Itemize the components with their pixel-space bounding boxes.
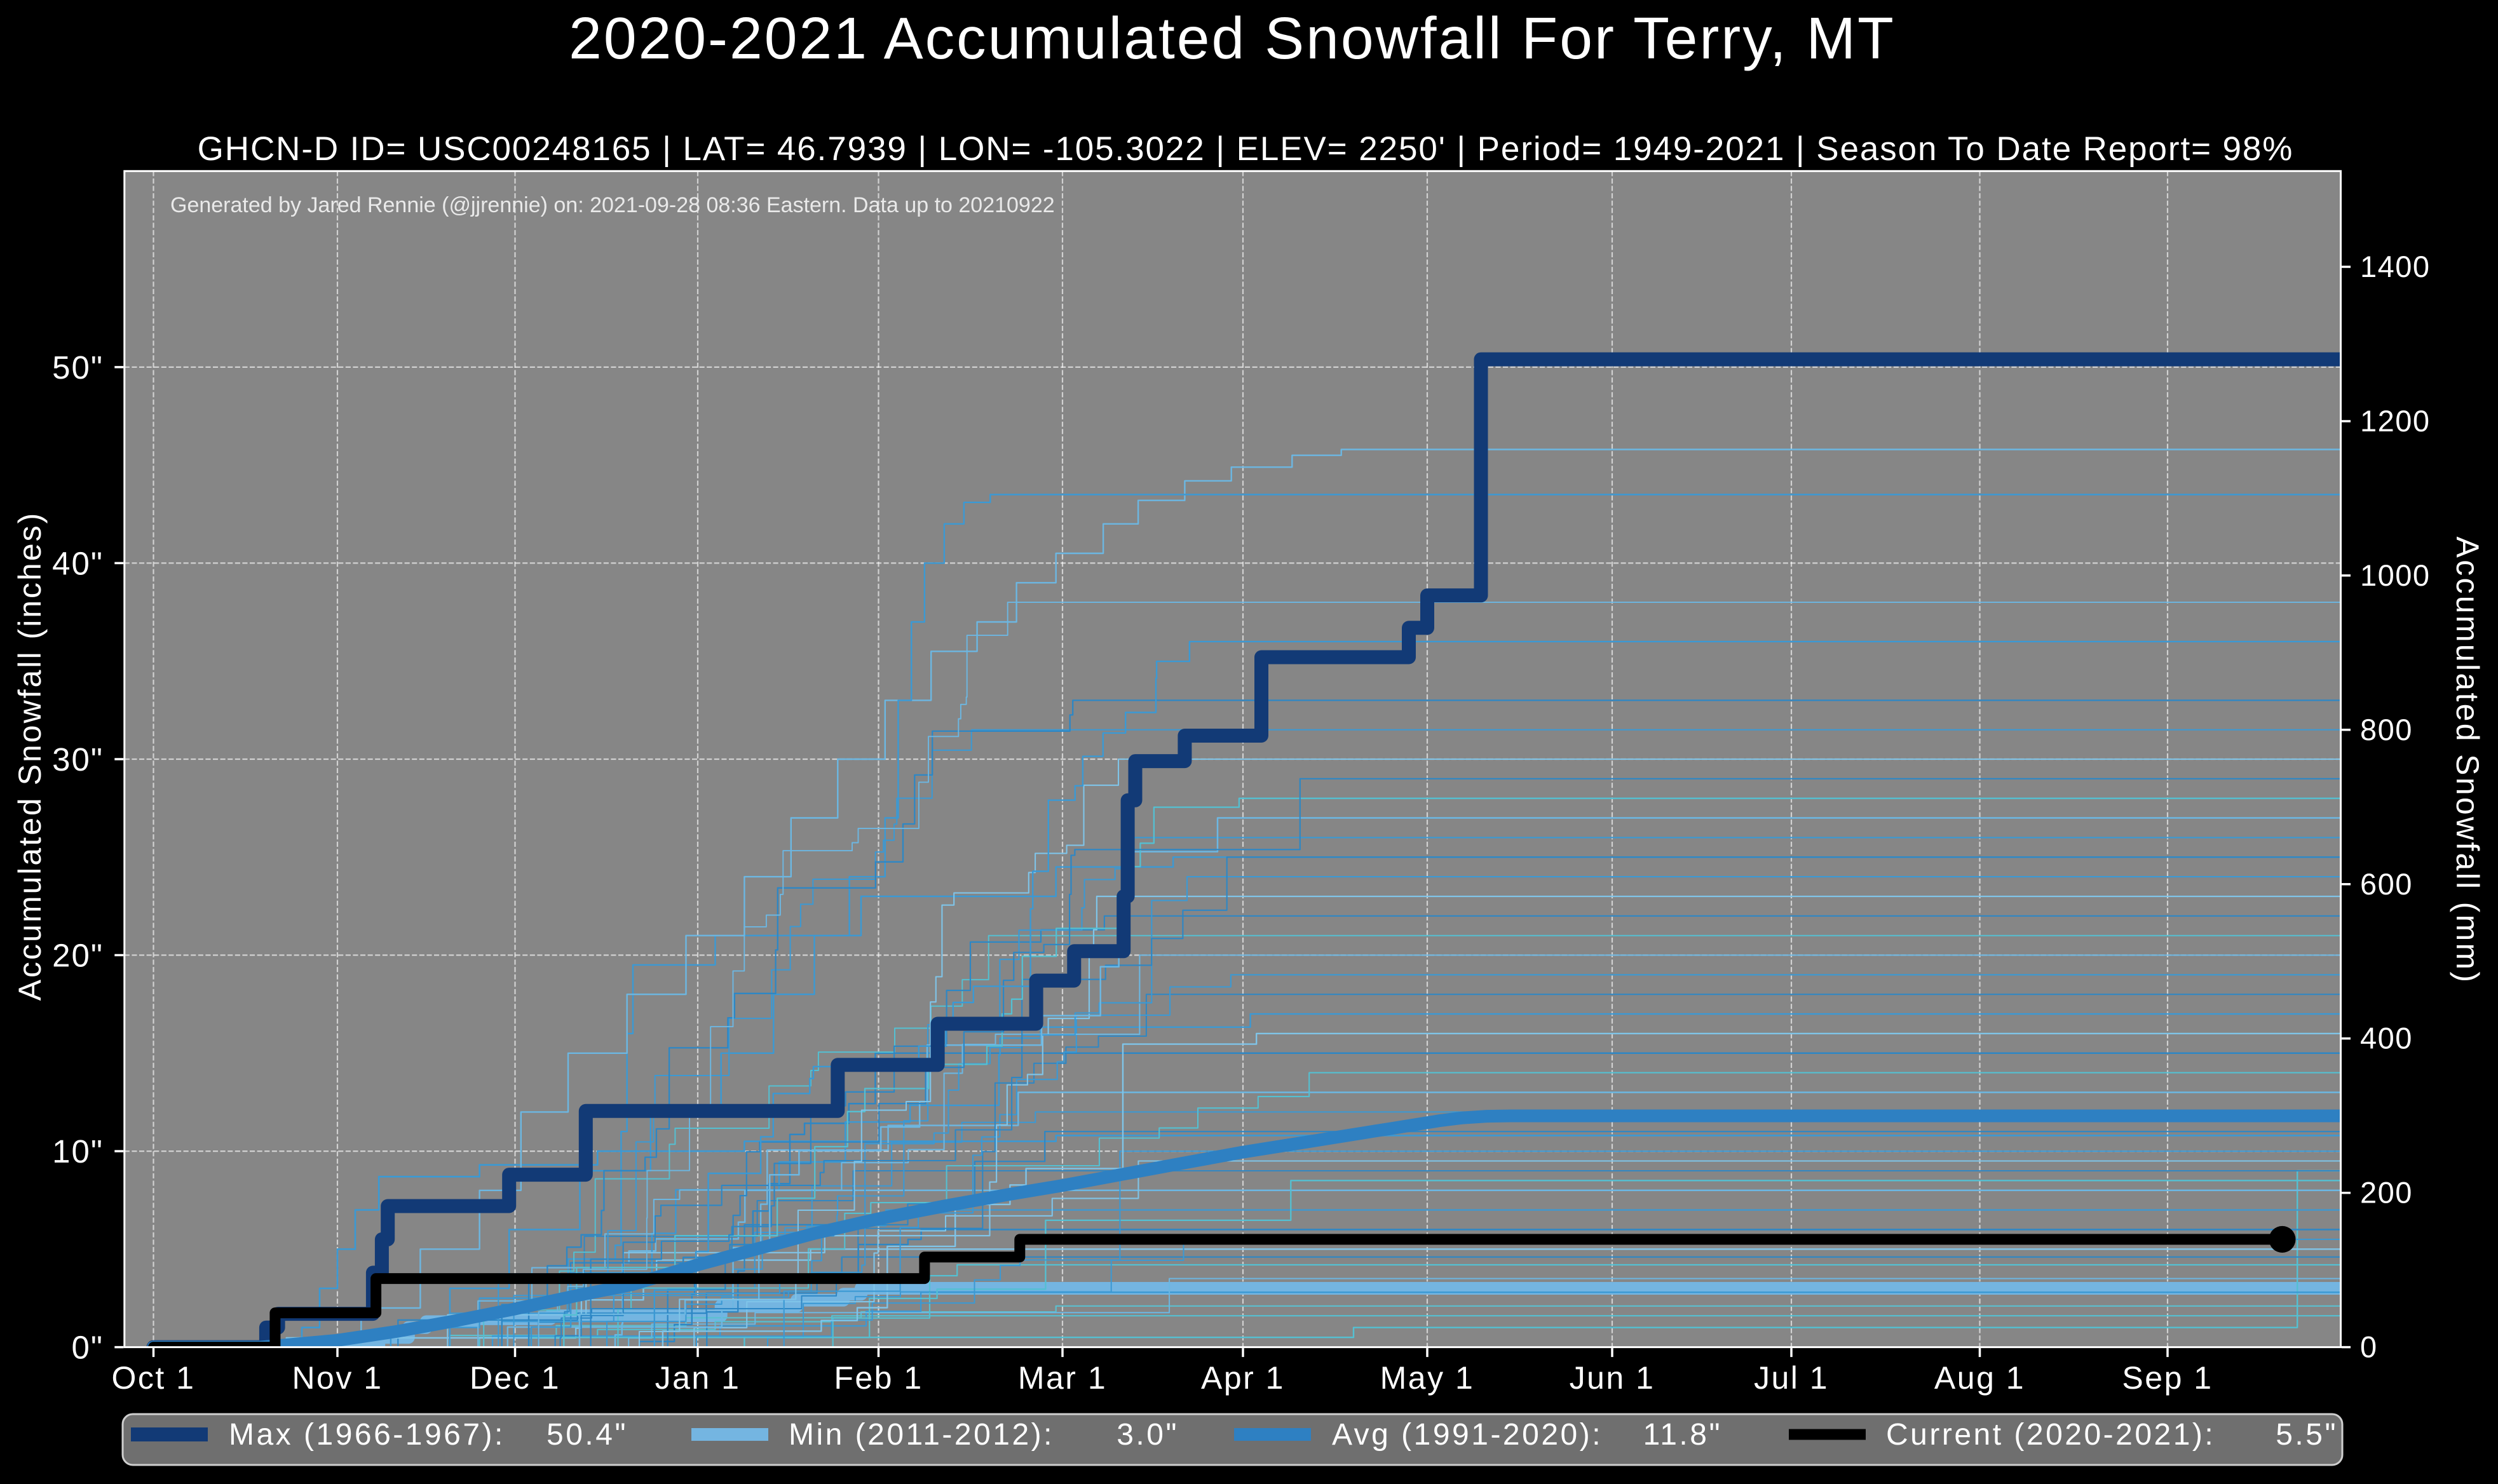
svg-text:Min (2011-2012):: Min (2011-2012): [789, 1418, 1054, 1452]
svg-text:10": 10" [52, 1133, 104, 1170]
svg-text:3.0": 3.0" [1117, 1418, 1179, 1452]
svg-text:Mar 1: Mar 1 [1018, 1360, 1107, 1396]
svg-text:Aug 1: Aug 1 [1934, 1360, 2025, 1396]
svg-text:400: 400 [2360, 1022, 2413, 1055]
svg-text:Jun 1: Jun 1 [1570, 1360, 1655, 1396]
svg-text:600: 600 [2360, 867, 2413, 901]
svg-text:Sep 1: Sep 1 [2122, 1360, 2213, 1396]
svg-text:GHCN-D ID= USC00248165 | LAT=: GHCN-D ID= USC00248165 | LAT= 46.7939 | … [198, 130, 2294, 168]
svg-text:Dec 1: Dec 1 [470, 1360, 560, 1396]
svg-text:20": 20" [52, 938, 104, 974]
svg-text:800: 800 [2360, 713, 2413, 746]
svg-text:Accumulated Snowfall (inches): Accumulated Snowfall (inches) [12, 511, 48, 1001]
svg-text:Oct 1: Oct 1 [112, 1360, 196, 1396]
svg-text:0: 0 [2360, 1330, 2378, 1364]
svg-text:5.5": 5.5" [2276, 1418, 2338, 1452]
svg-text:40": 40" [52, 545, 104, 581]
svg-text:Apr 1: Apr 1 [1201, 1360, 1285, 1396]
svg-text:1200: 1200 [2360, 404, 2431, 438]
svg-text:Avg (1991-2020):: Avg (1991-2020): [1332, 1418, 1603, 1452]
svg-text:30": 30" [52, 741, 104, 778]
svg-text:Max (1966-1967):: Max (1966-1967): [229, 1418, 505, 1452]
svg-text:Nov 1: Nov 1 [292, 1360, 383, 1396]
svg-text:Jul 1: Jul 1 [1754, 1360, 1829, 1396]
svg-text:50.4": 50.4" [546, 1418, 628, 1452]
svg-text:0": 0" [72, 1330, 104, 1366]
svg-text:Accumulated Snowfall (mm): Accumulated Snowfall (mm) [2450, 537, 2485, 985]
svg-text:1000: 1000 [2360, 558, 2431, 592]
svg-text:200: 200 [2360, 1176, 2413, 1210]
svg-text:2020-2021 Accumulated Snowfall: 2020-2021 Accumulated Snowfall For Terry… [569, 5, 1896, 71]
svg-text:11.8": 11.8" [1643, 1418, 1722, 1452]
svg-text:1400: 1400 [2360, 250, 2431, 283]
svg-text:50": 50" [52, 349, 104, 386]
svg-text:Current (2020-2021):: Current (2020-2021): [1886, 1418, 2215, 1452]
svg-text:May 1: May 1 [1380, 1360, 1475, 1396]
svg-text:Generated by Jared Rennie (@jj: Generated by Jared Rennie (@jjrennie) on… [170, 193, 1055, 217]
svg-text:Jan 1: Jan 1 [655, 1360, 741, 1396]
svg-text:Feb 1: Feb 1 [834, 1360, 923, 1396]
